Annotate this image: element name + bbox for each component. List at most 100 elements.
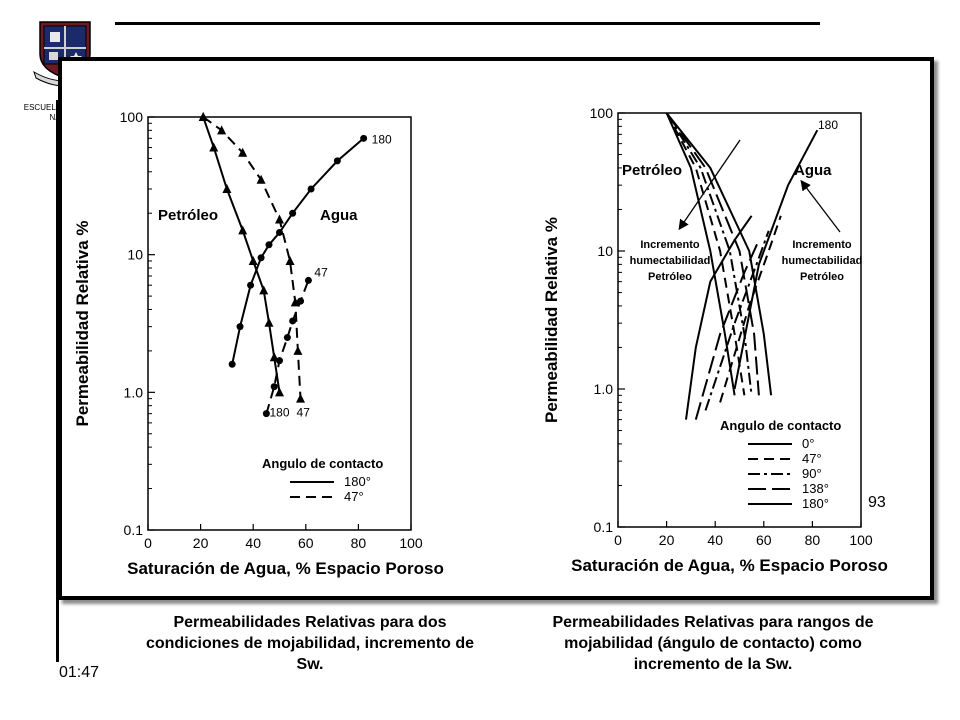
x-tick-label: 0 bbox=[144, 535, 152, 551]
left-series-water-point bbox=[289, 317, 297, 325]
left-series-water-point bbox=[276, 357, 283, 365]
series-end-label: 47 bbox=[314, 265, 328, 279]
left-series-oil-point bbox=[222, 183, 232, 193]
left-series-oil-point bbox=[296, 393, 306, 403]
oil-annotation: Petróleo bbox=[622, 162, 682, 179]
left-series-oil-point bbox=[293, 345, 303, 355]
wettability-note-left-line: Incremento bbox=[640, 239, 700, 251]
right-series-water-line bbox=[704, 230, 770, 411]
wettability-arrow-left bbox=[678, 139, 741, 231]
left-series-water-point bbox=[333, 157, 341, 165]
legend-title: Angulo de contacto bbox=[720, 418, 841, 433]
left-series-water-point bbox=[360, 134, 368, 142]
x-tick-label: 100 bbox=[849, 532, 873, 548]
left-series-water-point bbox=[304, 276, 312, 284]
slide-time: 01:47 bbox=[59, 664, 100, 681]
series-end-label: 180 bbox=[372, 132, 392, 146]
right-series-water-line bbox=[733, 129, 819, 390]
right-series-oil-line bbox=[665, 112, 736, 396]
x-axis-label: Saturación de Agua, % Espacio Poroso bbox=[127, 559, 444, 578]
left-series-oil-point bbox=[275, 214, 284, 224]
legend-entry-label: 138° bbox=[802, 481, 829, 496]
y-tick-label: 100 bbox=[590, 105, 614, 121]
right-series-oil-line bbox=[665, 112, 773, 396]
right-series-water-line bbox=[685, 215, 753, 420]
wettability-note-right-line: Incremento bbox=[792, 239, 852, 251]
x-tick-label: 40 bbox=[245, 535, 261, 551]
y-tick-label: 1.0 bbox=[594, 381, 614, 397]
left-series-oil-point bbox=[259, 285, 269, 295]
left-series-water-point bbox=[236, 323, 244, 331]
x-tick-label: 80 bbox=[351, 535, 367, 551]
left-series-water-point bbox=[283, 334, 291, 342]
plot-frame bbox=[617, 112, 862, 528]
caption-right: Permeabilidades Relativas para rangos de… bbox=[552, 614, 874, 673]
series-end-label: 180 bbox=[270, 405, 290, 419]
left-series-oil-point bbox=[217, 125, 227, 135]
left-series-water-point bbox=[265, 241, 273, 249]
left-series-oil-point bbox=[238, 225, 248, 235]
right-series-water-line bbox=[694, 239, 760, 420]
legend-entry-label: 47° bbox=[802, 451, 822, 466]
y-tick-label: 100 bbox=[120, 109, 144, 125]
legend-entry-label: 0° bbox=[802, 436, 814, 451]
left-series-oil-point bbox=[248, 255, 258, 265]
right-series-oil-line bbox=[665, 112, 746, 396]
wettability-note-left-line: Petróleo bbox=[648, 271, 692, 283]
x-tick-label: 20 bbox=[193, 535, 209, 551]
left-series-oil-point bbox=[290, 297, 300, 307]
left-series-oil-point bbox=[238, 147, 248, 157]
legend-entry-label: 180° bbox=[802, 496, 829, 511]
y-tick-label: 0.1 bbox=[124, 522, 144, 538]
chart-right-contact-angle: 100 10 1.0 0.10 20 40 60 80 100 Saturación de Agu… bbox=[542, 105, 888, 575]
legend-entry-label: 47° bbox=[344, 489, 364, 504]
left-series-water-point bbox=[289, 209, 297, 217]
water-annotation: Agua bbox=[794, 162, 832, 179]
left-series-oil-point bbox=[198, 112, 208, 121]
left-series-oil-point bbox=[264, 317, 274, 327]
left-series-water-point bbox=[257, 254, 265, 262]
series-end-label: 47 bbox=[297, 406, 311, 420]
left-series-oil-line bbox=[202, 116, 281, 393]
legend-entry-label: 90° bbox=[802, 466, 822, 481]
page-number: 93 bbox=[868, 494, 886, 511]
y-tick-label: 10 bbox=[127, 247, 143, 263]
chart-left-wettability: 100 10 1.0 0.10 20 40 60 80 100 Saturación de Agu… bbox=[73, 109, 444, 578]
x-axis-label: Saturación de Agua, % Espacio Poroso bbox=[571, 556, 888, 575]
x-tick-label: 100 bbox=[399, 535, 423, 551]
left-vertical-rule bbox=[56, 100, 59, 662]
legend-title: Angulo de contacto bbox=[262, 456, 383, 471]
x-tick-label: 0 bbox=[614, 532, 622, 548]
left-series-water-point bbox=[276, 228, 283, 236]
left-series-oil-point bbox=[275, 387, 284, 397]
legend-entry-label: 180° bbox=[344, 474, 371, 489]
left-series-water-point bbox=[228, 360, 236, 368]
wettability-note-right-line: Petróleo bbox=[800, 271, 844, 283]
x-tick-label: 20 bbox=[659, 532, 675, 548]
y-tick-label: 1.0 bbox=[124, 384, 144, 400]
left-series-oil-point bbox=[256, 174, 266, 184]
top-rule bbox=[115, 22, 820, 25]
x-tick-label: 40 bbox=[707, 532, 723, 548]
left-series-water-point bbox=[270, 383, 278, 391]
left-series-oil-point bbox=[285, 255, 295, 265]
left-series-water-line bbox=[231, 137, 365, 365]
left-series-oil-point bbox=[209, 142, 219, 152]
wettability-arrow-right bbox=[800, 179, 841, 233]
y-axis-label: Permeabilidad Relativa % bbox=[542, 217, 561, 423]
oil-annotation: Petróleo bbox=[158, 207, 218, 224]
y-tick-label: 10 bbox=[597, 243, 613, 259]
y-axis-label: Permeabilidad Relativa % bbox=[73, 221, 92, 427]
caption-left: Permeabilidades Relativas para dos condi… bbox=[145, 614, 475, 673]
angle-180-label: 180 bbox=[818, 118, 838, 132]
x-tick-label: 80 bbox=[805, 532, 821, 548]
left-series-water-point bbox=[297, 297, 305, 305]
left-series-water-point bbox=[307, 185, 315, 193]
wettability-note-left-line: humectabilidad bbox=[630, 255, 711, 267]
plot-frame bbox=[147, 116, 412, 531]
right-series-oil-line bbox=[665, 112, 760, 396]
x-tick-label: 60 bbox=[298, 535, 314, 551]
x-tick-label: 60 bbox=[756, 532, 772, 548]
water-annotation: Agua bbox=[320, 207, 358, 224]
